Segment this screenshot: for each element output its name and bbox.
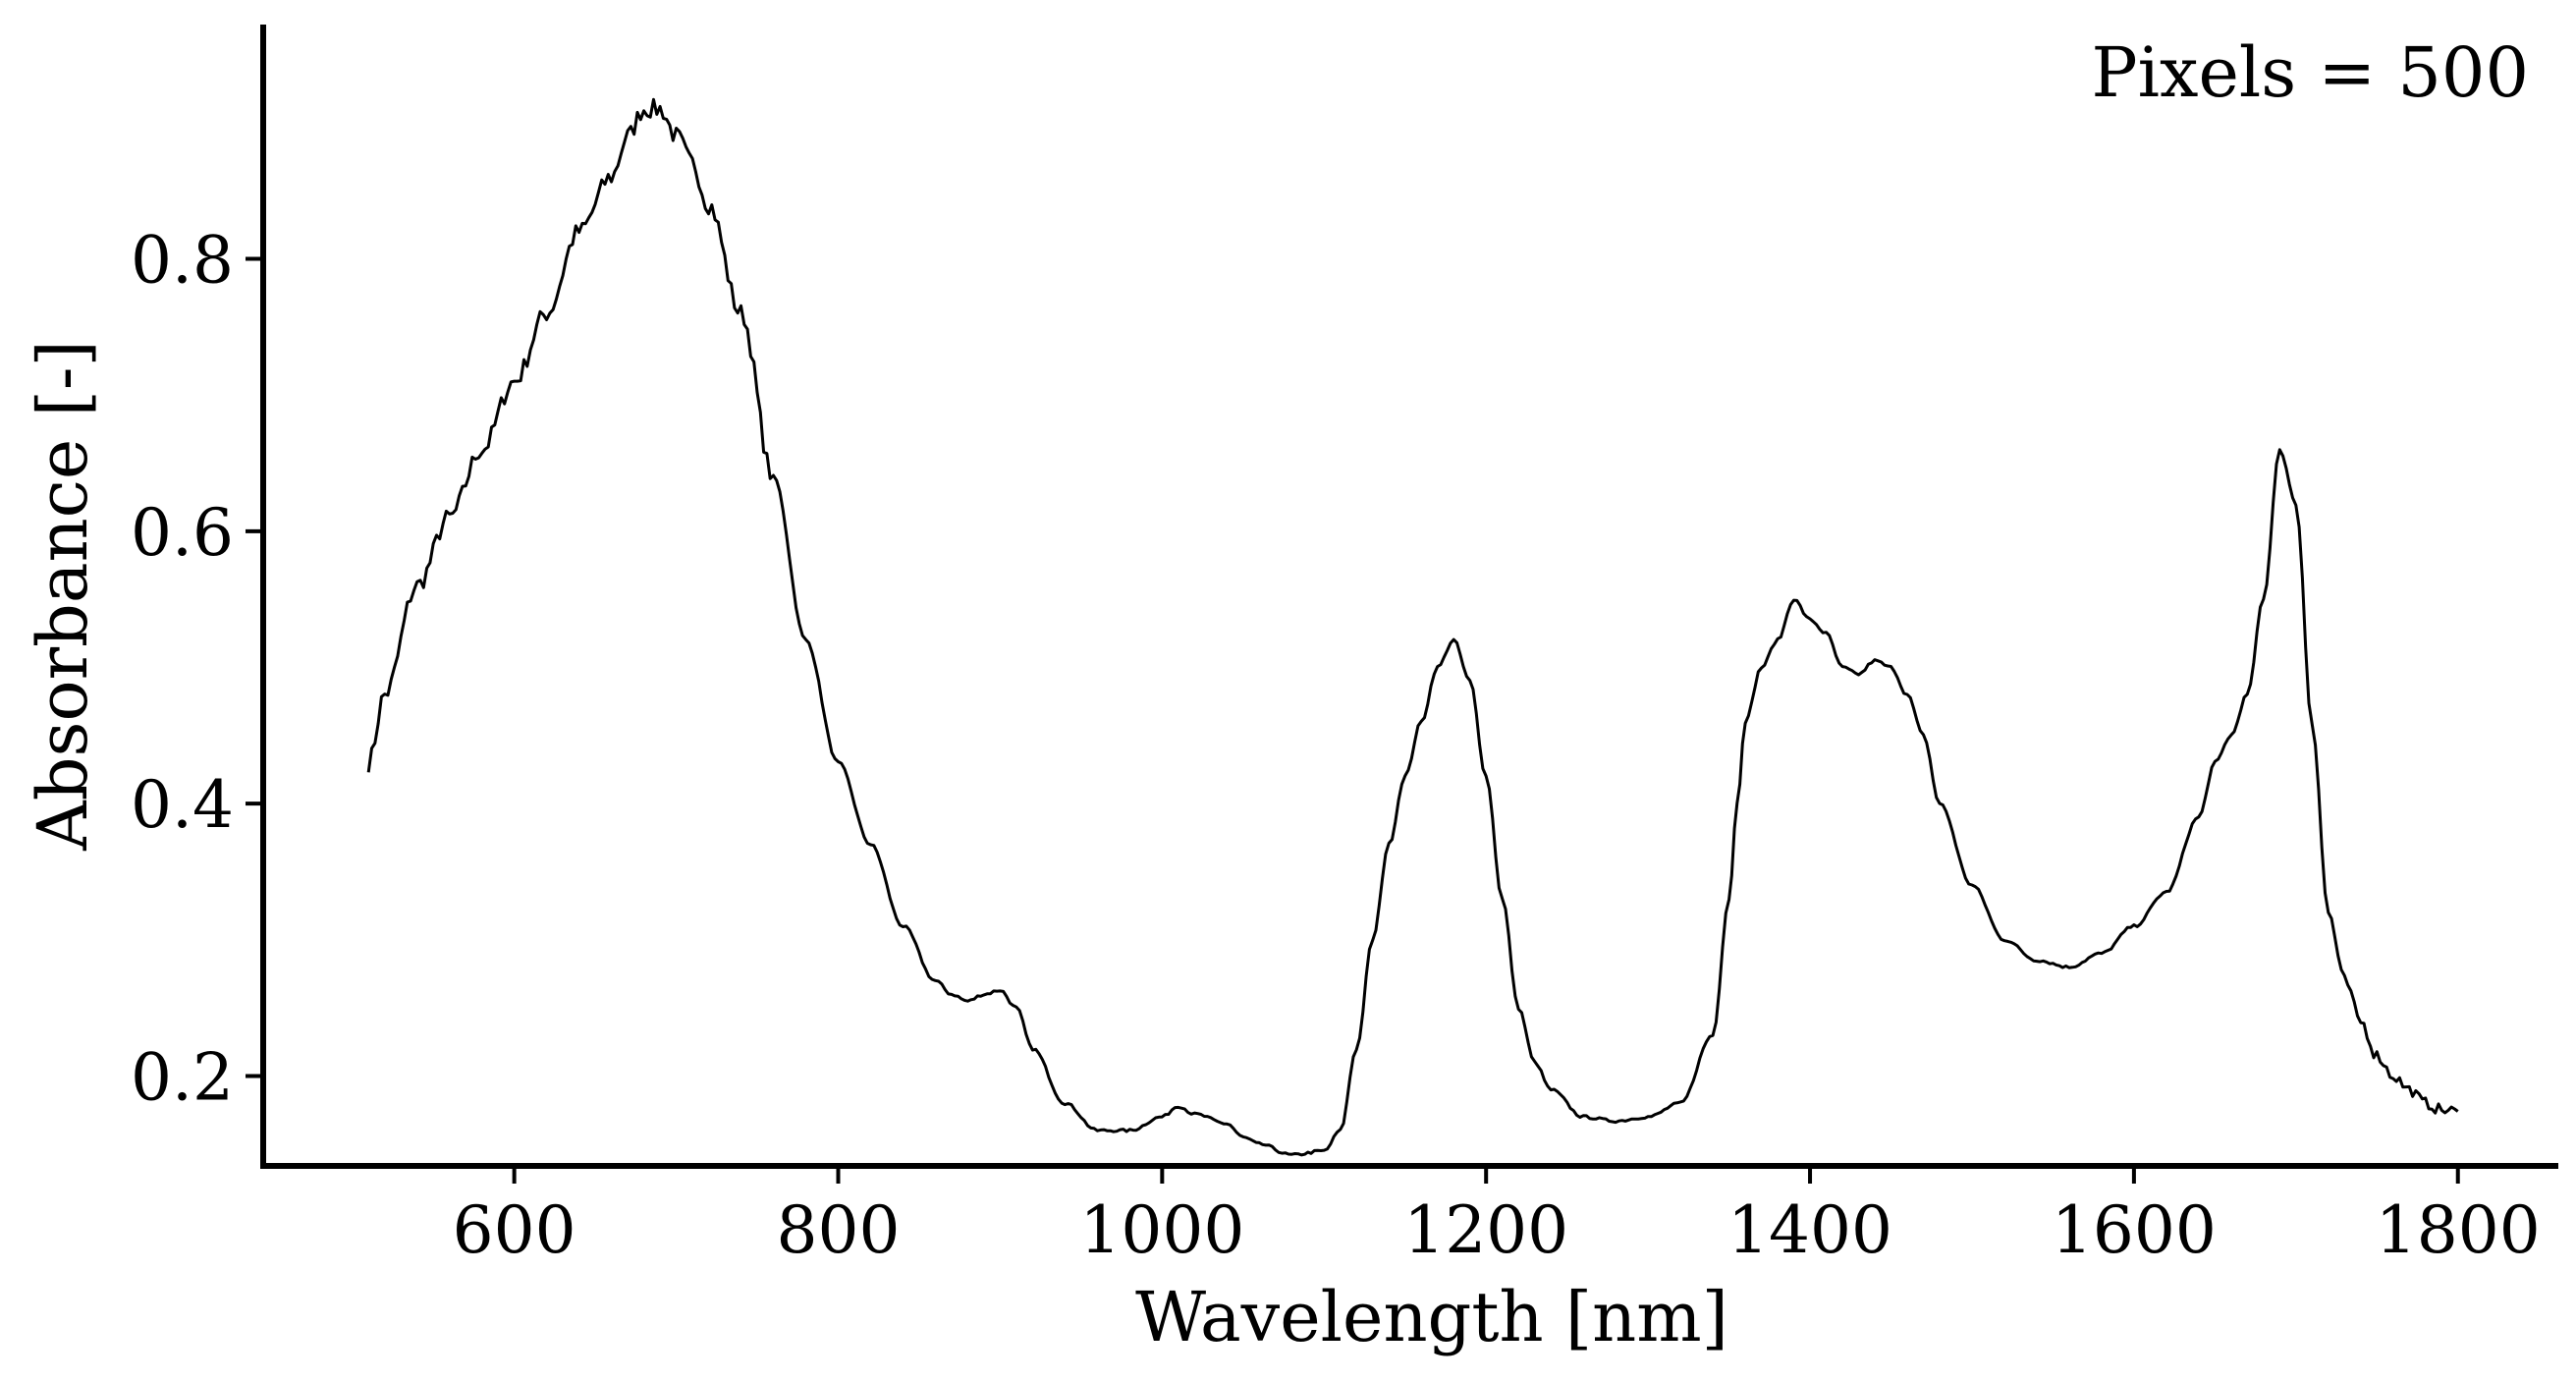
x-tick-label: 1000 <box>1079 1192 1244 1268</box>
y-ticks: 0.2 0.4 0.6 0.8 <box>131 223 263 1115</box>
axes <box>260 25 2558 1169</box>
x-tick-label: 1800 <box>2376 1192 2541 1268</box>
plot-area <box>366 97 2459 1157</box>
y-tick-label: 0.2 <box>131 1039 234 1115</box>
x-tick-label: 600 <box>453 1192 576 1268</box>
x-axis-label: Wavelength [nm] <box>1135 1277 1728 1357</box>
y-tick-label: 0.8 <box>131 223 234 299</box>
y-tick-label: 0.6 <box>131 495 234 571</box>
x-ticks: 600 800 1000 1200 1400 1600 1800 <box>453 1166 2541 1268</box>
y-tick-label: 0.4 <box>131 767 234 843</box>
x-tick-label: 1200 <box>1403 1192 1568 1268</box>
absorbance-series-line <box>366 97 2459 1157</box>
x-tick-label: 800 <box>776 1192 900 1268</box>
y-axis-label: Absorbance [-] <box>23 340 103 852</box>
x-tick-label: 1600 <box>2052 1192 2217 1268</box>
x-tick-label: 1400 <box>1727 1192 1892 1268</box>
pixels-annotation: Pixels = 500 <box>2092 32 2529 113</box>
